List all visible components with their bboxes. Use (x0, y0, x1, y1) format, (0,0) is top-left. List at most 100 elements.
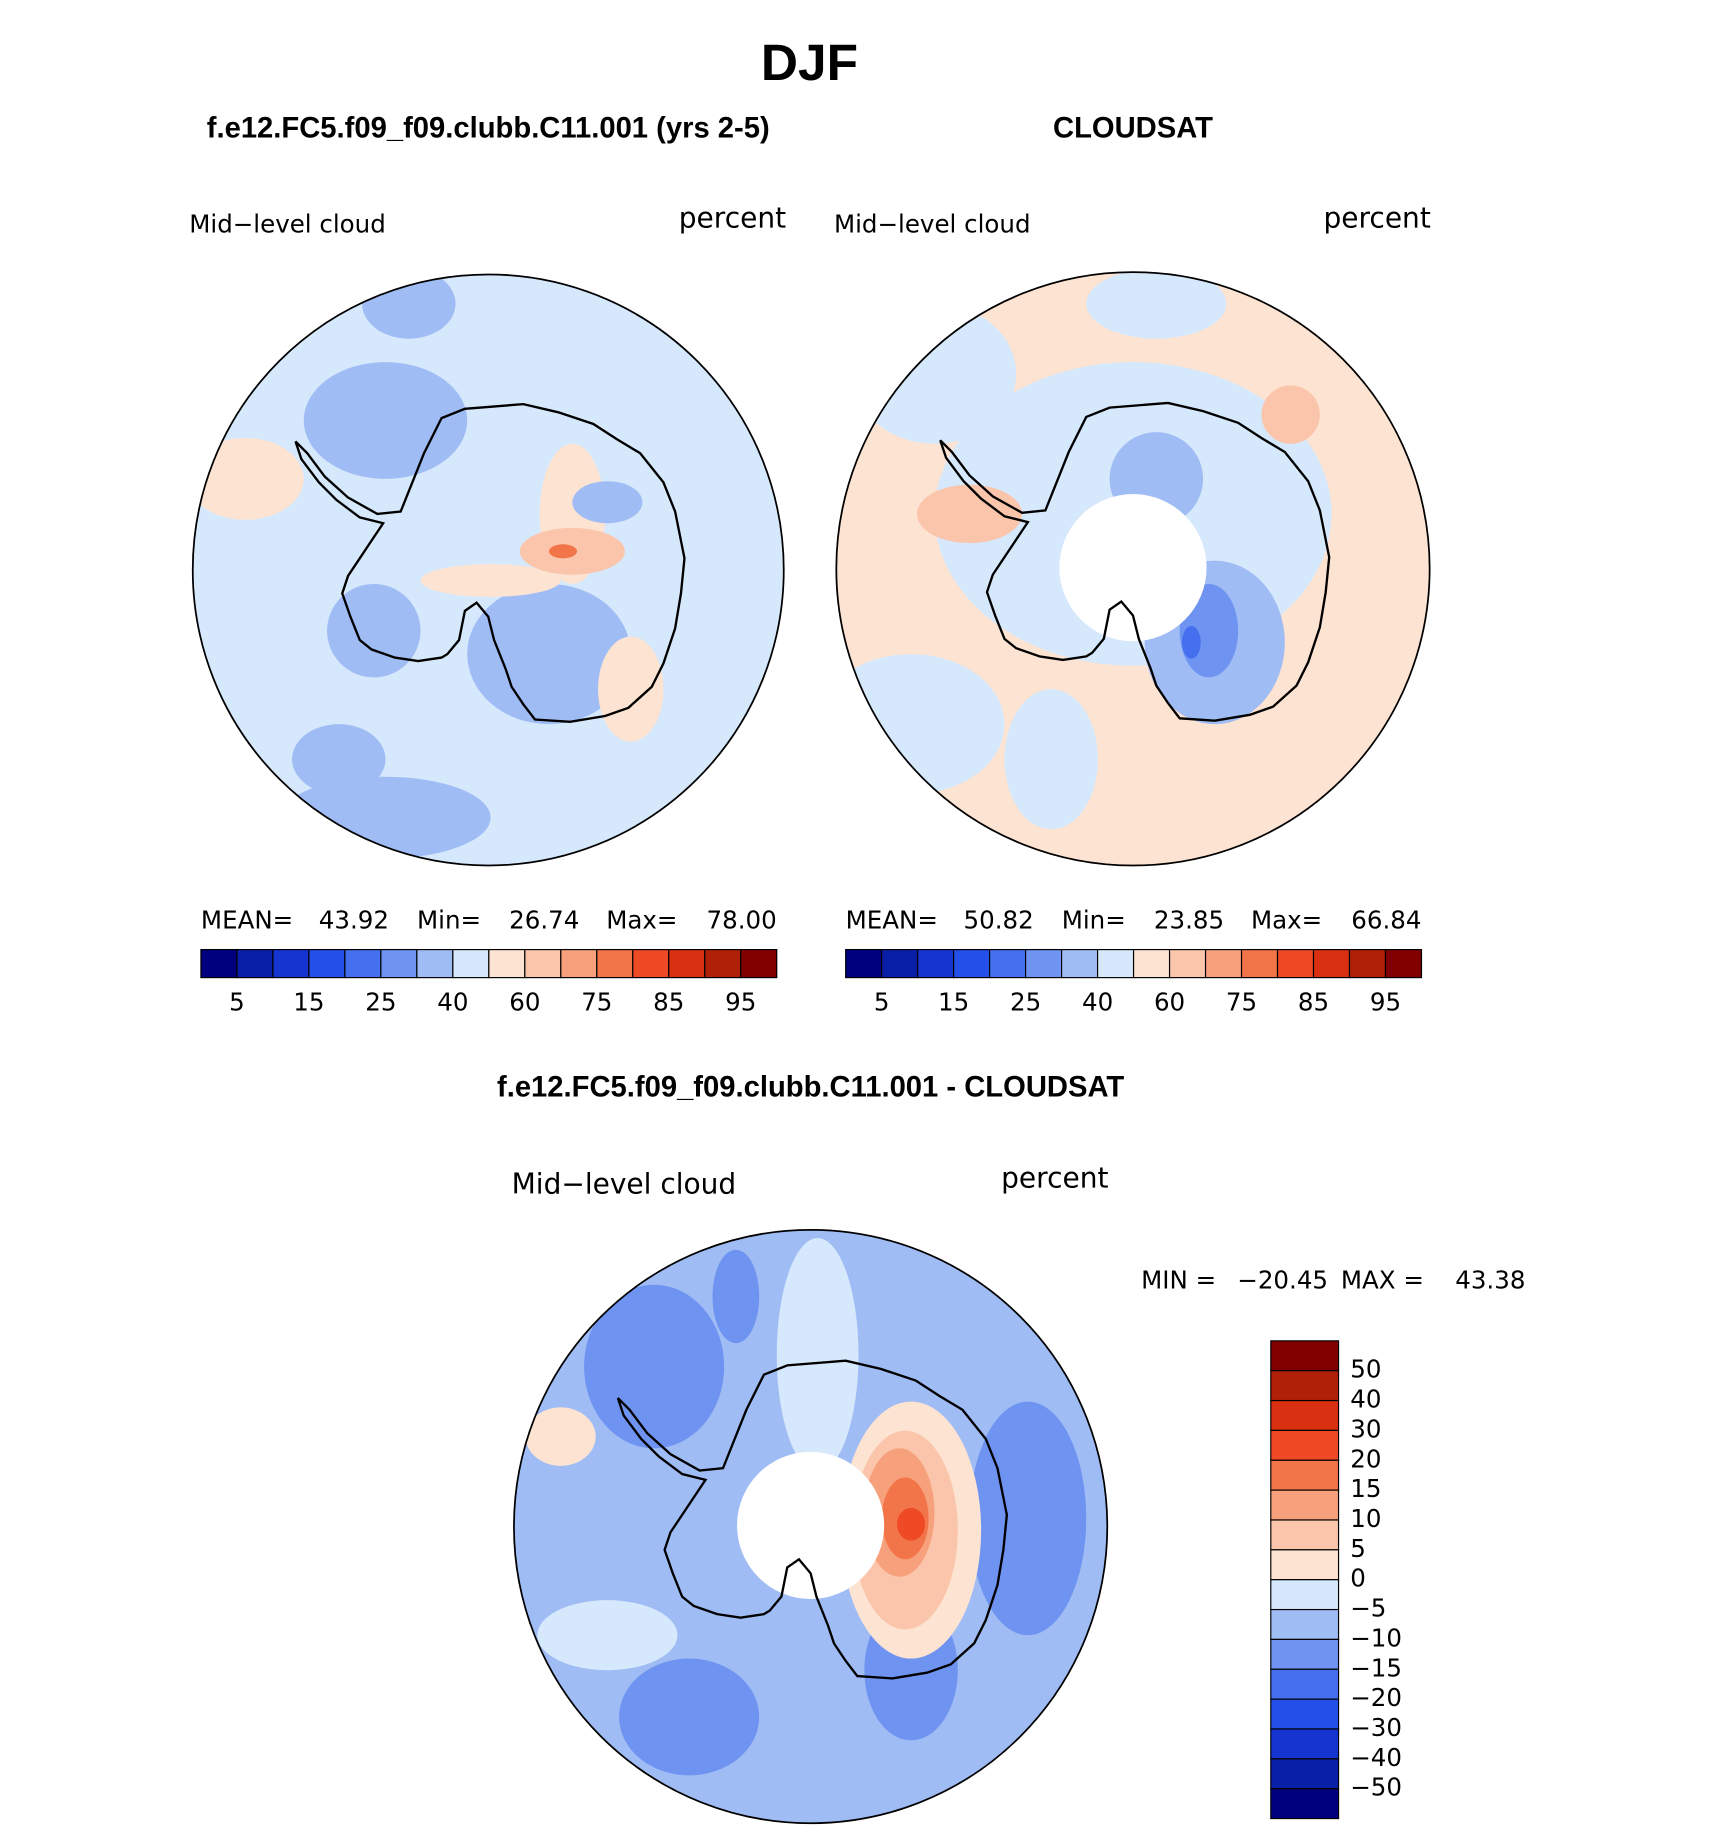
colorbar-box (1384, 948, 1423, 979)
colorbar-box (1270, 1758, 1340, 1790)
colorbar-label: −40 (1350, 1743, 1402, 1772)
colorbar-box (1270, 1668, 1340, 1700)
colorbar-box (1270, 1579, 1340, 1611)
colorbar-box (1270, 1519, 1340, 1551)
colorbar-label: −15 (1350, 1653, 1402, 1682)
units-label: percent (679, 202, 786, 235)
colorbar-box (200, 948, 238, 979)
stat-label: MAX = (1341, 1265, 1424, 1294)
stat-value: 66.84 (1351, 906, 1421, 935)
stat-value: 50.82 (964, 906, 1034, 935)
colorbar-box (560, 948, 598, 979)
stat-label: Min= (1062, 906, 1126, 935)
colorbar-box (917, 948, 955, 979)
colorbar-label: 25 (1010, 987, 1041, 1016)
stat-value: 43.92 (319, 906, 389, 935)
colorbar-box (1061, 948, 1099, 979)
map-border (835, 271, 1431, 867)
colorbar-box (1270, 1728, 1340, 1760)
colorbar-box (632, 948, 670, 979)
colorbar-box (1276, 948, 1315, 979)
colorbar-label: 10 (1350, 1504, 1381, 1533)
panel-title: f.e12.FC5.f09_f09.clubb.C11.001 - CLOUDS… (497, 1071, 1124, 1103)
map-right (836, 272, 1430, 866)
colorbar-box (1270, 1698, 1340, 1730)
colorbar-box (989, 948, 1027, 979)
colorbar-label: 25 (365, 987, 396, 1016)
colorbar-box (416, 948, 454, 979)
colorbar-box (1270, 1549, 1340, 1581)
stat-label: MIN = (1141, 1265, 1216, 1294)
colorbar-box (344, 948, 382, 979)
units-label: percent (1324, 202, 1431, 235)
coastline (294, 402, 686, 723)
colorbar-label: 50 (1350, 1355, 1381, 1384)
colorbar-box (1270, 1429, 1340, 1461)
colorbar-box (524, 948, 562, 979)
colorbar-label: 60 (1154, 987, 1185, 1016)
coastline (616, 1359, 1009, 1680)
variable-label: Mid−level cloud (512, 1168, 737, 1201)
panel-title: CLOUDSAT (1053, 112, 1213, 144)
colorbar-label: 5 (1350, 1534, 1366, 1563)
colorbar-label: 30 (1350, 1414, 1381, 1443)
colorbar-box (704, 948, 742, 979)
coastline (939, 401, 1331, 722)
colorbar-label: 20 (1350, 1444, 1381, 1473)
colorbar-box (953, 948, 991, 979)
units-label: percent (1001, 1162, 1108, 1195)
colorbar-box (1132, 948, 1171, 979)
colorbar-box (1168, 948, 1207, 979)
colorbar-label: −5 (1350, 1594, 1386, 1623)
colorbar-box (740, 948, 778, 979)
colorbar-box (845, 948, 883, 979)
colorbar-box (1270, 1489, 1340, 1521)
colorbar-box (1240, 948, 1279, 979)
colorbar-box (596, 948, 634, 979)
stat-label: MEAN= (201, 906, 293, 935)
colorbar-box (1270, 1370, 1340, 1402)
stat-label: Max= (1251, 906, 1322, 935)
colorbar-box (1270, 1608, 1340, 1641)
colorbar-label: 0 (1350, 1564, 1366, 1593)
colorbar-label: −20 (1350, 1683, 1402, 1712)
colorbar-box (452, 948, 490, 979)
stat-value: 23.85 (1154, 906, 1224, 935)
colorbar-box (1204, 948, 1243, 979)
colorbar-label: −50 (1350, 1773, 1402, 1802)
stat-value: 26.74 (509, 906, 579, 935)
colorbar-label: 85 (653, 987, 684, 1016)
map-left (192, 274, 784, 866)
colorbar-box (668, 948, 706, 979)
colorbar-box (881, 948, 919, 979)
variable-label: Mid−level cloud (834, 209, 1031, 238)
variable-label: Mid−level cloud (189, 209, 386, 238)
stat-label: Max= (606, 906, 677, 935)
colorbar-label: 5 (874, 987, 890, 1016)
colorbar-label: 85 (1298, 987, 1329, 1016)
colorbar-box (272, 948, 310, 979)
colorbar-box (1348, 948, 1387, 979)
colorbar-label: −30 (1350, 1713, 1402, 1742)
stat-label: Min= (417, 906, 481, 935)
colorbar-box (308, 948, 346, 979)
colorbar-label: 5 (229, 987, 245, 1016)
colorbar-label: 15 (1350, 1474, 1381, 1503)
colorbar-box (488, 948, 526, 979)
colorbar-label: 40 (1350, 1385, 1381, 1414)
colorbar-box (1270, 1340, 1340, 1372)
colorbar-label: 40 (1082, 987, 1113, 1016)
colorbar-label: 75 (581, 987, 612, 1016)
colorbar-box (1270, 1788, 1340, 1820)
map-border (513, 1229, 1109, 1825)
colorbar-label: 15 (938, 987, 969, 1016)
colorbar-box (1025, 948, 1063, 979)
stat-label: MEAN= (846, 906, 938, 935)
stat-value: 78.00 (707, 906, 777, 935)
colorbar-label: 95 (725, 987, 756, 1016)
colorbar-label: 75 (1226, 987, 1257, 1016)
stat-value: −20.45 (1237, 1265, 1328, 1294)
colorbar-label: 40 (437, 987, 468, 1016)
